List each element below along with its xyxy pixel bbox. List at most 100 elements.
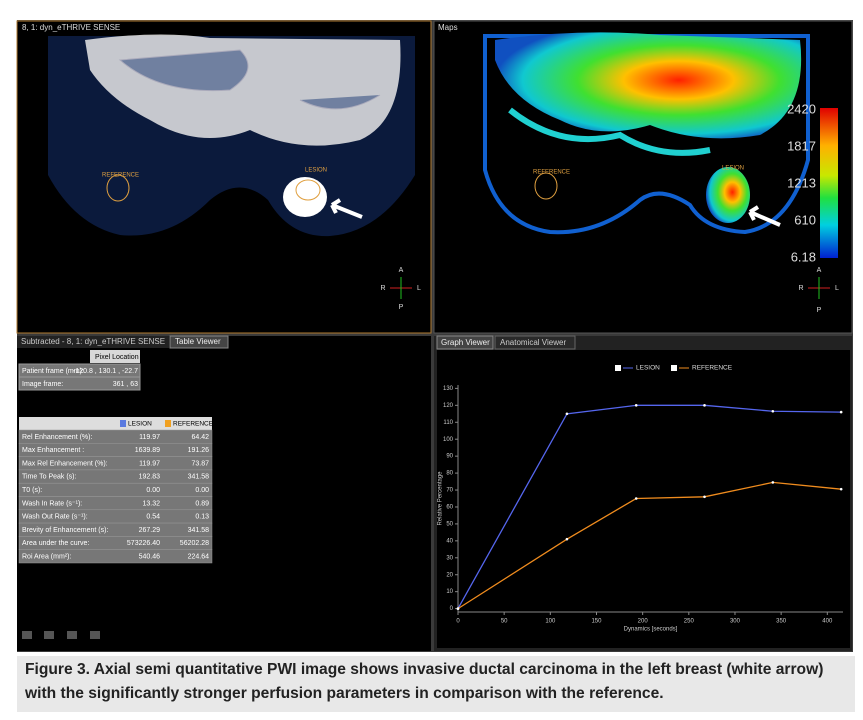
data-point	[703, 404, 706, 407]
table-header-text: Pixel Location	[95, 354, 139, 361]
data-point	[839, 487, 843, 491]
y-tick-label: 110	[443, 420, 453, 426]
table-cell: 224.64	[188, 554, 210, 561]
table-header	[19, 417, 118, 430]
data-point	[703, 495, 706, 499]
legend-swatch	[165, 420, 171, 427]
tissue	[118, 49, 381, 110]
table-cell: 267.29	[139, 527, 161, 534]
x-tick-label: 150	[591, 619, 602, 625]
table-cell: Patient frame (mm):	[22, 368, 84, 375]
panel-title: Maps	[438, 23, 458, 32]
table-header-text: LESION	[128, 421, 152, 428]
screenshot: 8, 1: dyn_eTHRIVE SENSE REFERENCE LESION…	[16, 20, 853, 652]
x-tick-label: 300	[730, 619, 741, 625]
colorbar-label: 610	[794, 212, 816, 227]
data-point	[839, 410, 843, 414]
y-tick-label: 40	[446, 538, 453, 544]
x-tick-label: 0	[456, 619, 460, 625]
x-axis-label: Dynamics [seconds]	[624, 627, 678, 633]
tab[interactable]	[169, 335, 229, 349]
y-tick-label: 0	[450, 606, 454, 612]
roi	[534, 172, 558, 200]
x-tick-label: 50	[501, 619, 508, 625]
table-cell: 192.83	[139, 474, 161, 481]
data-point	[771, 409, 775, 413]
graph-area	[437, 350, 850, 648]
data-point	[771, 481, 775, 484]
y-tick-label: 30	[446, 555, 453, 561]
table-cell: Brevity of Enhancement (s):	[22, 527, 108, 534]
y-tick-label: 100	[443, 437, 454, 443]
x-tick-label: 200	[638, 619, 649, 625]
table-header	[163, 417, 212, 430]
data-point	[634, 404, 638, 407]
table-cell: 341.58	[188, 527, 210, 534]
colorbar-label: 6.18	[791, 249, 816, 264]
table-cell: 56202.28	[180, 540, 209, 547]
tab-label[interactable]: Subtracted - 8, 1: dyn_eTHRIVE SENSE	[21, 337, 165, 346]
tab[interactable]	[436, 335, 494, 350]
tab-label[interactable]: Anatomical Viewer	[500, 338, 566, 347]
table-row	[18, 376, 141, 391]
y-tick-label: 90	[446, 454, 453, 460]
arrow	[330, 198, 363, 219]
roi	[106, 174, 130, 202]
y-tick-label: 80	[446, 471, 453, 477]
orient: A	[817, 267, 822, 274]
legend-label: REFERENCE	[692, 365, 733, 372]
tab[interactable]	[494, 335, 576, 350]
arrow	[748, 205, 781, 227]
table-cell: 1639.89	[135, 447, 160, 454]
table-header-text: REFERENCE	[173, 421, 214, 428]
toolbar	[22, 631, 100, 639]
table-cell: 64.42	[191, 434, 209, 441]
roi-label: LESION	[722, 166, 744, 172]
y-tick-label: 10	[446, 589, 453, 595]
tool-icon[interactable]	[90, 631, 100, 639]
tool-icon[interactable]	[67, 631, 77, 639]
table-cell: Image frame:	[22, 381, 63, 388]
roi-label: REFERENCE	[533, 170, 570, 176]
heat-map	[495, 32, 802, 139]
tool-icon[interactable]	[22, 631, 32, 639]
table-row	[18, 549, 213, 564]
colorbar-label: 2420	[787, 101, 816, 116]
series-line	[457, 404, 842, 609]
table-cell: 0.89	[195, 500, 209, 507]
table-cell: Area under the curve:	[22, 540, 89, 547]
orient: A	[399, 267, 404, 274]
colorbar-label: 1213	[787, 175, 816, 190]
table-cell: -120.8 , 130.1 , -22.7	[73, 368, 138, 375]
compass: A R L P	[798, 267, 839, 314]
table-cell: Wash In Rate (s⁻¹):	[22, 500, 82, 507]
table-cell: 573226.40	[127, 540, 160, 547]
x-tick-label: 100	[545, 619, 556, 625]
table-cell: Max Enhancement :	[22, 447, 84, 454]
table-cell: 361 , 63	[113, 381, 138, 388]
legend-checkbox	[671, 365, 677, 371]
lesion-blob	[283, 177, 327, 217]
colorbar-label: 1817	[787, 138, 816, 153]
tab-label[interactable]: Table Viewer	[175, 337, 221, 346]
x-tick-label: 250	[684, 619, 695, 625]
orient: R	[798, 285, 803, 292]
lesion-map	[706, 167, 750, 223]
data-point	[634, 497, 638, 500]
legend-label: LESION	[636, 365, 660, 372]
table-header	[90, 350, 140, 363]
table-header	[118, 417, 163, 430]
tab-label[interactable]: Graph Viewer	[441, 338, 490, 347]
x-tick-label: 400	[822, 619, 833, 625]
tool-icon[interactable]	[44, 631, 54, 639]
y-tick-label: 120	[443, 403, 454, 409]
table-cell: 119.97	[139, 434, 160, 441]
table-cell: Time To Peak (s):	[22, 474, 77, 481]
table-cell: 0.00	[146, 487, 160, 494]
table-cell: T0 (s):	[22, 487, 42, 494]
y-tick-label: 130	[443, 386, 454, 392]
x-tick-label: 350	[776, 619, 787, 625]
tab[interactable]	[17, 336, 169, 348]
table-cell: 341.58	[188, 474, 210, 481]
